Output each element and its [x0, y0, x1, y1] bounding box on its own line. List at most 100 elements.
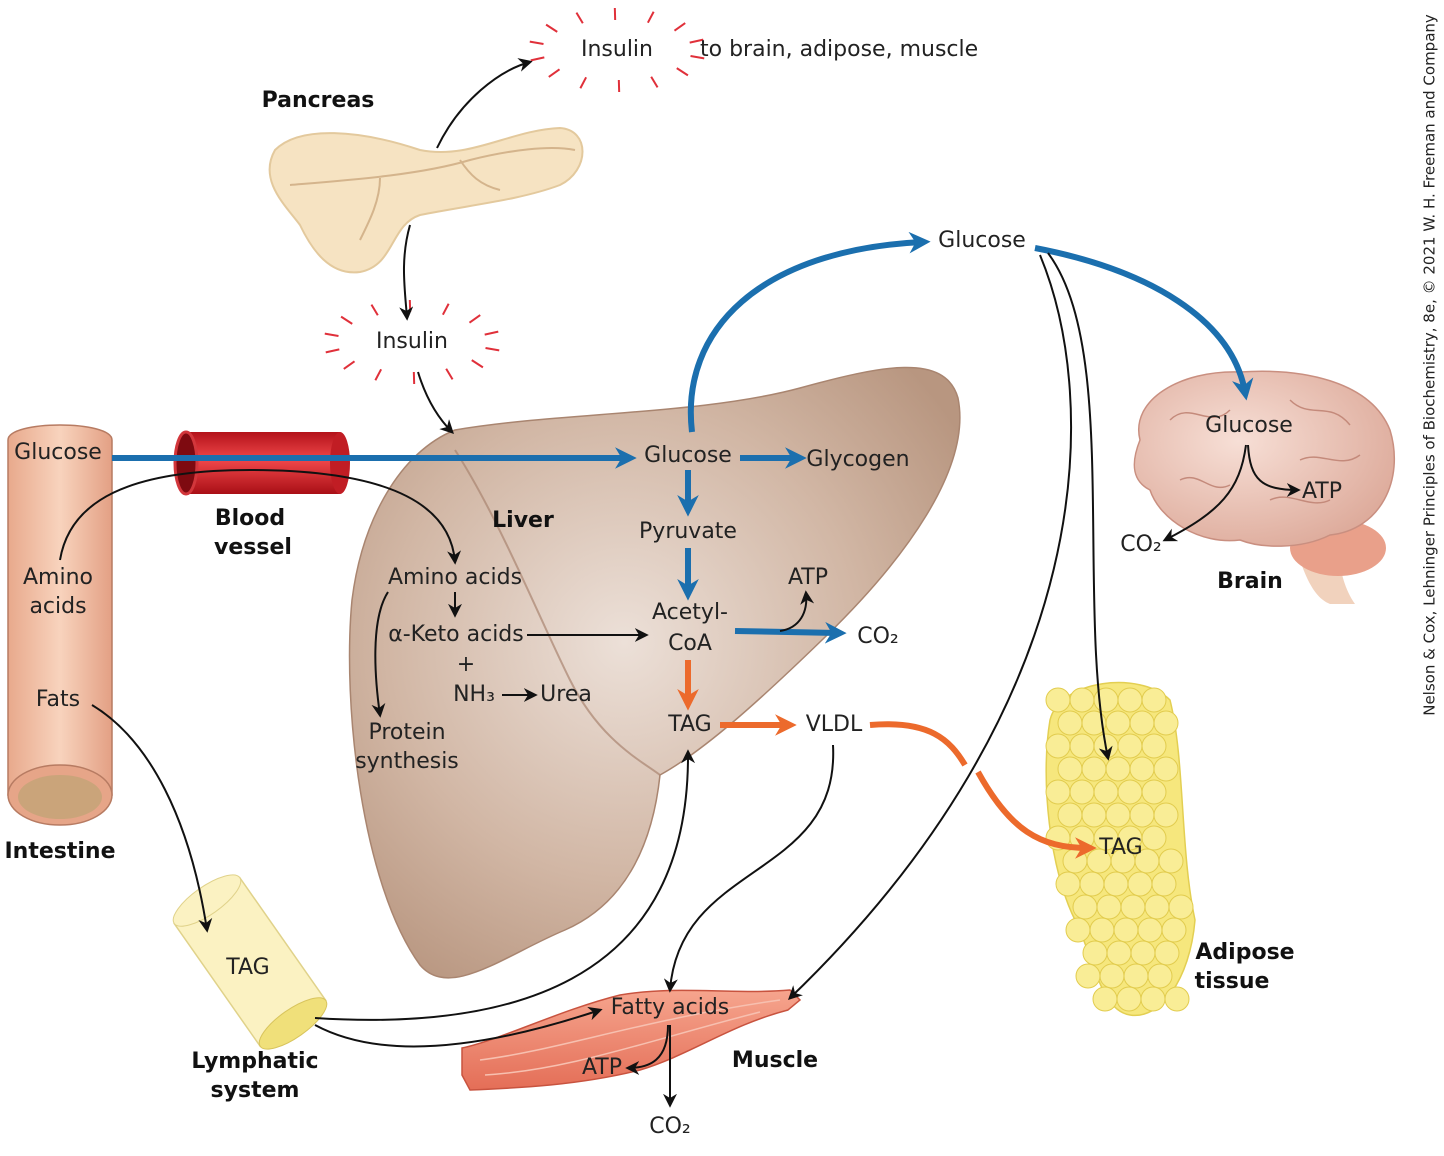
metabolite: Fatty acids [611, 995, 730, 1020]
fat-cell [1070, 734, 1094, 758]
burst-ray [325, 334, 339, 336]
fat-cell [1066, 918, 1090, 942]
burst-ray [674, 23, 685, 31]
fat-cell [1106, 803, 1130, 827]
fat-cell [1155, 941, 1179, 965]
burst-ray [580, 77, 586, 88]
fat-cell [1080, 872, 1104, 896]
metabolite: Protein [368, 720, 445, 745]
plus: + [457, 652, 475, 677]
fat-cell [1094, 780, 1118, 804]
fat-cell [1154, 711, 1178, 735]
liver-label: Liver [492, 508, 554, 533]
fat-cell [1106, 757, 1130, 781]
metabolite: Glycogen [806, 447, 909, 472]
fat-cell [1118, 734, 1142, 758]
metabolite: ATP [582, 1055, 622, 1080]
fat-cell [1124, 964, 1148, 988]
lymphatic-label: Lymphatic [191, 1049, 318, 1074]
metabolite: CO₂ [1120, 532, 1162, 557]
lymphatic-label: system [211, 1078, 300, 1103]
metabolite: Glucose [938, 228, 1026, 253]
intestine-amino: Amino [23, 565, 93, 590]
fat-cell [1165, 987, 1189, 1011]
fat-cell [1106, 711, 1130, 735]
fat-cell [1100, 964, 1124, 988]
fat-cell [1058, 711, 1082, 735]
fat-cell [1148, 964, 1172, 988]
metabolite: CO₂ [649, 1114, 691, 1139]
fat-cell [1058, 757, 1082, 781]
muscle-label: Muscle [732, 1048, 818, 1073]
burst-ray [531, 57, 545, 60]
burst-ray [344, 361, 355, 369]
fat-cell [1130, 803, 1154, 827]
metabolite: VLDL [806, 712, 863, 737]
brain-label: Brain [1217, 569, 1283, 594]
fat-cell [1169, 895, 1193, 919]
fat-cell [1118, 780, 1142, 804]
credit: Nelson & Cox, Lehninger Principles of Bi… [1421, 14, 1439, 716]
burst-ray [677, 68, 688, 75]
metabolite: TAG [225, 955, 269, 980]
arrow [418, 372, 452, 432]
fat-cell [1141, 987, 1165, 1011]
metabolite: CoA [668, 631, 712, 656]
fat-cell [1070, 780, 1094, 804]
arrow [1048, 253, 1108, 758]
burst-ray [485, 332, 499, 335]
metabolite: synthesis [355, 749, 459, 774]
fat-cell [1046, 734, 1070, 758]
fat-cell [1070, 688, 1094, 712]
burst-ray [446, 369, 452, 380]
metabolite: NH₃ [453, 682, 495, 707]
metabolite: ATP [1302, 479, 1342, 504]
fat-cell [1082, 757, 1106, 781]
metabolite: TAG [1098, 835, 1142, 860]
fat-cell [1090, 918, 1114, 942]
insulin-label: Insulin [581, 37, 653, 62]
fat-cell [1104, 872, 1128, 896]
fat-cell [1046, 688, 1070, 712]
fat-cell [1121, 895, 1145, 919]
fat-cell [1093, 987, 1117, 1011]
burst-ray [472, 360, 483, 367]
metabolite: Urea [540, 682, 592, 707]
metabolite: Amino acids [388, 565, 522, 590]
fat-cell [1154, 757, 1178, 781]
metabolite: ATP [788, 565, 828, 590]
fat-cell [1118, 688, 1142, 712]
fat-cell [1076, 964, 1100, 988]
vessel-opening [175, 432, 197, 494]
burst-ray [341, 317, 352, 324]
intestine-fats: Fats [36, 687, 80, 712]
arrow [1035, 248, 1245, 392]
intestine-lumen [18, 775, 102, 819]
fat-cell [1130, 757, 1154, 781]
fat-cell [1107, 941, 1131, 965]
metabolite: Glucose [644, 443, 732, 468]
burst-ray [326, 349, 340, 352]
burst-ray [576, 13, 582, 24]
intestine-amino: acids [29, 594, 86, 619]
fat-cell [1142, 826, 1166, 850]
burst-ray [486, 348, 500, 350]
fat-cell [1154, 803, 1178, 827]
fat-cell [1117, 987, 1141, 1011]
fat-cell [1058, 803, 1082, 827]
metabolite: α-Keto acids [388, 622, 524, 647]
vessel-label: Blood [215, 506, 285, 531]
metabolite: Acetyl- [652, 600, 728, 625]
burst-ray [443, 304, 449, 315]
fat-cell [1097, 895, 1121, 919]
pancreas-shape [270, 128, 583, 272]
burst-ray [648, 12, 654, 23]
adipose-label: Adipose [1195, 940, 1294, 965]
fat-cell [1128, 872, 1152, 896]
pancreas-label: Pancreas [262, 88, 375, 113]
intestine-label: Intestine [4, 839, 115, 864]
metabolite: Pyruvate [639, 519, 737, 544]
